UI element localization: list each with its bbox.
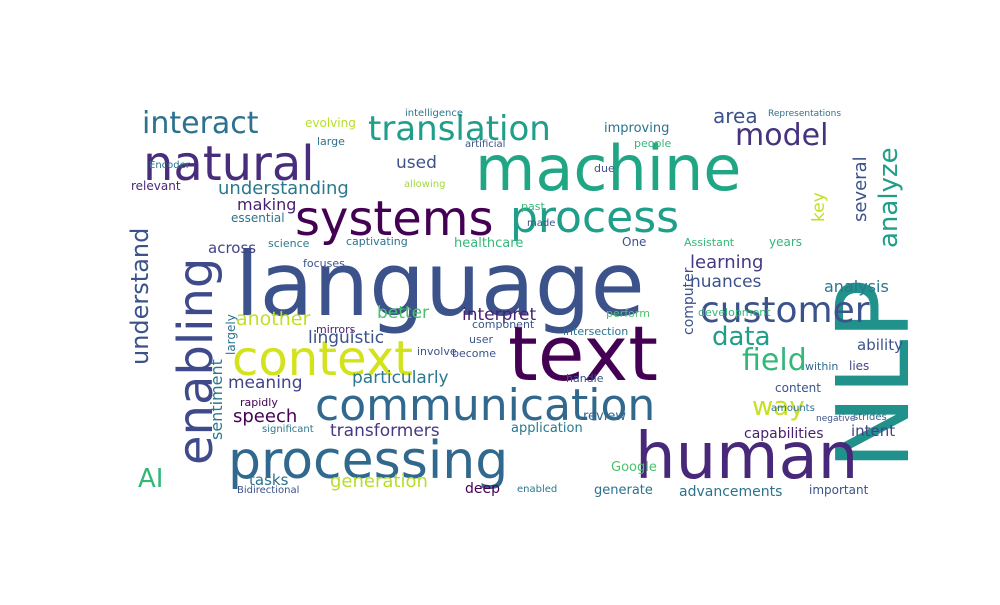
cloud-word: text: [508, 309, 658, 398]
cloud-word: context: [232, 331, 413, 387]
cloud-word: linguistic: [308, 328, 384, 348]
cloud-word: past: [521, 200, 545, 213]
cloud-word: field: [742, 343, 807, 378]
cloud-word: essential: [231, 211, 285, 225]
cloud-word: content: [775, 381, 821, 395]
cloud-word: learning: [690, 252, 763, 273]
cloud-word: application: [511, 421, 583, 436]
cloud-word: review: [583, 409, 626, 424]
cloud-word: development: [698, 306, 771, 319]
cloud-word: interpret: [462, 305, 536, 325]
cloud-word: transformers: [330, 421, 440, 441]
cloud-word: Bidirectional: [237, 485, 299, 496]
cloud-word: human: [635, 420, 858, 494]
cloud-word: processing: [228, 431, 508, 491]
cloud-word: sentiment: [207, 359, 226, 440]
cloud-word: machine: [475, 132, 741, 205]
cloud-word: mirrors: [316, 323, 356, 336]
cloud-word: enabled: [517, 484, 557, 495]
cloud-word: tasks: [249, 471, 289, 489]
cloud-word: used: [396, 153, 437, 173]
cloud-word: lies: [849, 359, 869, 373]
cloud-word: generate: [594, 483, 653, 498]
cloud-word: capabilities: [744, 426, 824, 442]
cloud-word: particularly: [352, 368, 449, 388]
cloud-word: artificial: [465, 139, 505, 150]
cloud-word: involve: [417, 345, 457, 358]
cloud-word: understanding: [218, 178, 349, 199]
cloud-word: largely: [224, 314, 238, 355]
cloud-word: healthcare: [454, 236, 523, 251]
cloud-word: speech: [233, 406, 297, 427]
cloud-word: intent: [851, 422, 895, 440]
cloud-word: become: [452, 347, 496, 360]
cloud-word: customer: [700, 290, 870, 331]
cloud-word: within: [805, 360, 838, 373]
cloud-word: language: [235, 233, 645, 336]
cloud-word: across: [208, 239, 256, 257]
cloud-word: AI: [138, 464, 163, 494]
cloud-word: Assistant: [684, 236, 735, 249]
cloud-word: due: [594, 162, 615, 175]
cloud-word: interact: [142, 106, 259, 141]
cloud-word: intelligence: [405, 108, 463, 119]
cloud-word: negative: [816, 414, 856, 424]
cloud-word: captivating: [346, 235, 408, 248]
cloud-word: component: [472, 318, 535, 331]
cloud-word: key: [809, 192, 829, 222]
cloud-word: Google: [611, 460, 657, 475]
cloud-word: Representations: [768, 109, 841, 119]
cloud-word: model: [735, 118, 828, 153]
cloud-word: natural: [143, 136, 315, 192]
cloud-word: analysis: [824, 277, 889, 296]
cloud-word: systems: [295, 191, 494, 247]
cloud-word: allowing: [404, 179, 445, 190]
cloud-word: several: [850, 156, 871, 222]
cloud-word: data: [712, 322, 771, 352]
cloud-word: science: [268, 237, 310, 250]
cloud-word: intersection: [563, 325, 628, 338]
cloud-word: another: [236, 308, 310, 330]
cloud-word: amounts: [771, 403, 815, 414]
cloud-word: focuses: [303, 257, 345, 270]
cloud-word: improving: [604, 121, 669, 136]
cloud-word: user: [469, 333, 493, 346]
cloud-word: evolving: [305, 116, 356, 130]
cloud-word: computer: [681, 267, 697, 335]
cloud-word: people: [634, 137, 672, 150]
cloud-word: generation: [330, 471, 428, 492]
cloud-word: nuances: [690, 272, 762, 292]
cloud-word: perform: [606, 307, 650, 320]
cloud-word: strides: [853, 412, 887, 423]
cloud-word: large: [317, 135, 345, 148]
cloud-word: understand: [126, 228, 154, 365]
cloud-word: made: [527, 218, 555, 229]
cloud-word: area: [713, 104, 758, 128]
cloud-word: years: [769, 235, 802, 249]
cloud-word: deep: [465, 481, 500, 497]
cloud-word: One: [622, 235, 646, 249]
cloud-word: process: [510, 192, 679, 243]
cloud-word: relevant: [131, 179, 181, 193]
cloud-word: ability: [857, 336, 903, 354]
cloud-word: Encoder: [149, 160, 191, 171]
cloud-word: translation: [368, 109, 551, 149]
cloud-word: NLP: [815, 279, 932, 470]
cloud-word: handle: [566, 372, 604, 385]
cloud-word: significant: [262, 424, 314, 435]
cloud-word: rapidly: [240, 396, 278, 409]
cloud-word: communication: [315, 380, 655, 431]
cloud-word: analyze: [874, 147, 904, 248]
cloud-word: advancements: [679, 484, 782, 500]
cloud-word: making: [237, 195, 296, 214]
cloud-word: way: [752, 392, 805, 422]
cloud-word: meaning: [228, 373, 303, 393]
cloud-word: important: [809, 483, 869, 497]
cloud-word: enabling: [168, 258, 224, 465]
cloud-word: better: [377, 303, 429, 323]
